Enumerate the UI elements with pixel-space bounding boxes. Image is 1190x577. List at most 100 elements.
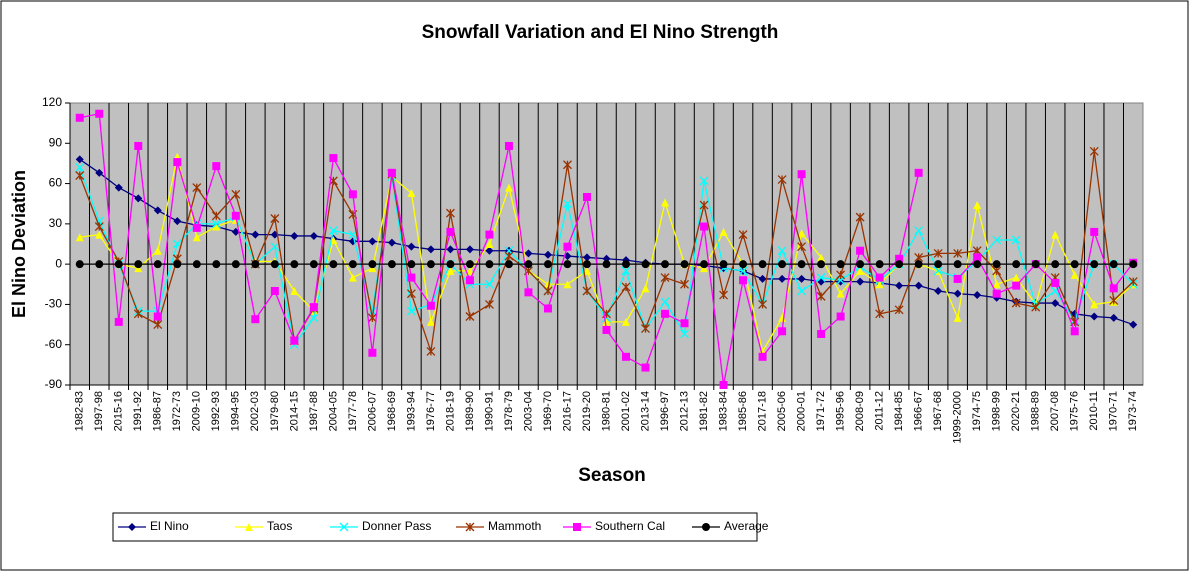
x-tick-label: 1991-92	[132, 391, 144, 431]
marker	[1011, 235, 1021, 245]
marker	[933, 248, 943, 258]
marker	[758, 352, 767, 361]
x-tick-label: 1977-78	[347, 391, 359, 431]
x-tick-label: 1968-69	[386, 391, 398, 431]
marker	[856, 277, 865, 286]
marker	[329, 154, 338, 163]
marker	[445, 208, 455, 218]
x-tick-label: 1984-85	[893, 391, 905, 431]
y-tick-label: 60	[49, 176, 63, 190]
marker	[719, 290, 729, 300]
marker	[563, 242, 572, 251]
marker	[75, 233, 84, 242]
marker	[699, 200, 709, 210]
marker	[309, 260, 318, 269]
marker	[739, 260, 748, 269]
x-tick-label: 1993-94	[405, 391, 417, 431]
y-tick-label: 90	[49, 135, 63, 149]
marker	[621, 282, 631, 292]
marker	[934, 287, 943, 295]
marker	[446, 227, 455, 236]
x-tick-label: 2007-08	[1049, 391, 1061, 431]
x-tick-label: 1970-71	[1108, 391, 1120, 431]
x-tick-label: 2012-13	[678, 391, 690, 431]
x-tick-label: 1972-73	[171, 391, 183, 431]
marker	[1051, 260, 1060, 269]
marker	[953, 313, 962, 322]
marker	[1070, 260, 1079, 269]
marker	[797, 229, 806, 238]
marker	[797, 242, 807, 252]
x-tick-label: 2014-15	[288, 391, 300, 431]
marker	[582, 253, 591, 262]
marker	[173, 158, 182, 167]
x-tick-label: 1988-89	[1030, 391, 1042, 431]
marker	[1012, 273, 1021, 282]
marker	[114, 183, 123, 192]
marker	[934, 260, 943, 269]
marker	[641, 284, 650, 293]
marker	[700, 222, 709, 231]
x-tick-label: 2002-03	[249, 391, 261, 431]
marker	[836, 270, 846, 280]
marker	[661, 198, 670, 207]
marker	[660, 297, 670, 307]
marker	[134, 141, 143, 150]
marker	[211, 219, 221, 229]
marker	[407, 242, 416, 251]
marker	[270, 287, 279, 295]
marker	[192, 223, 201, 232]
marker	[702, 523, 710, 531]
x-tick-label: 2004-05	[327, 391, 339, 431]
marker	[114, 317, 123, 326]
legend-label: Donner Pass	[362, 519, 431, 533]
marker	[778, 327, 787, 336]
marker	[778, 260, 787, 269]
marker	[797, 286, 807, 296]
x-tick-label: 1995-96	[835, 391, 847, 431]
marker	[622, 260, 631, 269]
x-tick-label: 1973-74	[1127, 391, 1139, 431]
marker	[290, 260, 299, 269]
marker	[426, 346, 436, 356]
marker	[836, 289, 845, 298]
marker	[543, 260, 552, 269]
marker	[582, 193, 591, 201]
x-tick-label: 2015-16	[113, 391, 125, 431]
marker	[602, 260, 611, 269]
x-tick-label: 1986-87	[152, 391, 164, 431]
marker	[290, 287, 299, 295]
marker	[758, 299, 768, 309]
marker	[211, 211, 221, 221]
marker	[134, 260, 143, 269]
marker	[719, 381, 728, 389]
marker	[465, 260, 474, 269]
y-tick-label: -90	[45, 377, 63, 391]
marker	[543, 280, 552, 289]
marker	[524, 260, 533, 269]
marker	[128, 523, 136, 531]
x-tick-label: 1982-83	[74, 391, 86, 431]
marker	[680, 279, 689, 289]
marker	[973, 260, 982, 269]
x-tick-label: 1985-86	[737, 391, 749, 431]
marker	[1051, 299, 1060, 308]
plot-area	[69, 102, 1144, 386]
marker	[504, 251, 514, 261]
marker	[465, 522, 475, 532]
marker	[251, 315, 260, 324]
x-tick-label: 2008-09	[854, 391, 866, 431]
marker	[348, 273, 357, 282]
marker	[914, 281, 923, 290]
marker	[816, 291, 826, 301]
marker	[973, 201, 982, 210]
marker	[231, 260, 240, 269]
marker	[543, 304, 552, 313]
marker	[368, 260, 377, 269]
marker	[485, 230, 494, 239]
marker	[75, 155, 84, 164]
marker	[524, 288, 533, 297]
marker	[231, 189, 241, 199]
marker	[797, 260, 806, 269]
marker	[914, 226, 924, 236]
